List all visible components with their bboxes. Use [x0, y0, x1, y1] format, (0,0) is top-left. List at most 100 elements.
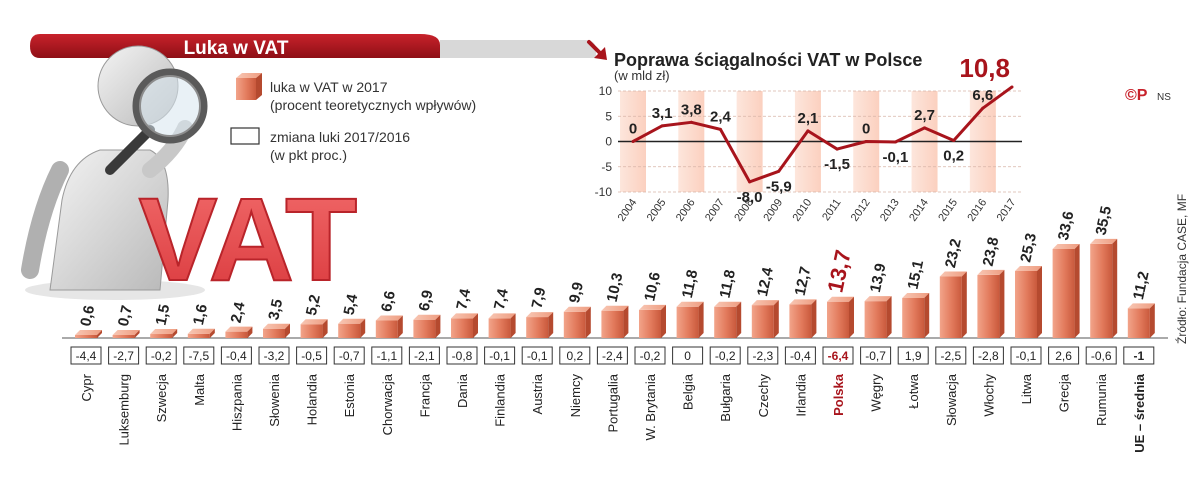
- legend-gap-sublabel: (procent teoretycznych wpływów): [270, 97, 476, 113]
- bar-value-label: 15,1: [904, 259, 927, 291]
- bar-value-label: 23,8: [980, 236, 1003, 268]
- bar-value-label: 25,3: [1017, 232, 1040, 264]
- category-label: Malta: [192, 373, 207, 406]
- bar-value-label: 9,9: [566, 281, 587, 305]
- bar-value-label: 12,7: [792, 265, 815, 297]
- bar: [1090, 238, 1118, 338]
- change-value-label: -0,1: [527, 349, 548, 363]
- bar: [714, 301, 742, 338]
- change-value-label: -4,4: [76, 349, 97, 363]
- change-box: [1048, 346, 1080, 365]
- category-label: Słowacja: [944, 373, 959, 426]
- change-value-label: -2,5: [940, 349, 961, 363]
- bar-value-label: 13,9: [867, 262, 890, 294]
- point-value-label: 0: [862, 121, 870, 138]
- line-chart-unit: (w mld zł): [614, 68, 670, 83]
- category-label: Łotwa: [906, 373, 921, 408]
- point-value-label: 2,7: [914, 107, 935, 124]
- change-value-label: 0,2: [566, 349, 583, 363]
- change-value-label: -3,2: [264, 349, 285, 363]
- category-label: Polska: [831, 373, 846, 416]
- change-value-label: -1,1: [376, 349, 397, 363]
- bar-value-label: 5,2: [303, 293, 324, 317]
- change-box: [296, 346, 328, 365]
- change-value-label: -0,2: [715, 349, 736, 363]
- series-point: [660, 124, 664, 128]
- legend-change-swatch: [230, 127, 260, 145]
- change-value-label: -0,6: [1091, 349, 1112, 363]
- x-tick-label: 2007: [703, 197, 727, 224]
- change-box: [408, 346, 440, 365]
- category-label: Hiszpania: [229, 373, 244, 431]
- y-tick-label: 0: [605, 135, 612, 149]
- bar-value-label: 12,4: [754, 265, 777, 298]
- change-value-label: -1: [1133, 349, 1144, 363]
- category-label: UE – średnia: [1132, 373, 1147, 453]
- change-box: [709, 346, 741, 365]
- x-tick-label: 2015: [936, 197, 960, 224]
- change-box: [446, 346, 478, 365]
- point-value-label: 10,8: [959, 53, 1010, 83]
- category-label: Litwa: [1019, 373, 1034, 404]
- bar: [902, 292, 930, 338]
- point-value-label: 0,2: [943, 147, 964, 164]
- change-value-label: -2,7: [113, 349, 134, 363]
- category-label: Luksemburg: [117, 374, 132, 446]
- series-point: [1010, 85, 1014, 89]
- bar-value-label: 11,8: [716, 268, 739, 299]
- y-tick-label: -5: [601, 160, 612, 174]
- change-box: [559, 346, 591, 365]
- bar: [263, 323, 290, 338]
- bar: [939, 271, 967, 338]
- magnifying-glass-icon: [132, 68, 208, 144]
- point-value-label: 2,1: [797, 110, 818, 127]
- copyright-badge: ©P NS: [1125, 87, 1171, 104]
- change-value-label: 0: [684, 349, 691, 363]
- bar: [413, 314, 441, 338]
- bar-value-label: 3,5: [265, 298, 286, 322]
- change-box: [183, 346, 215, 365]
- category-label: Belgia: [681, 373, 696, 410]
- change-box: [897, 346, 929, 365]
- x-tick-label: 2013: [878, 197, 902, 224]
- x-tick-label: 2011: [820, 197, 843, 223]
- change-value-label: -0,7: [865, 349, 886, 363]
- change-value-label: -0,1: [489, 349, 510, 363]
- change-value-label: -0,7: [339, 349, 360, 363]
- change-box: [747, 346, 779, 365]
- bar: [338, 318, 366, 338]
- change-box: [672, 346, 704, 365]
- y-tick-label: 5: [605, 109, 612, 123]
- line-chart-title: Poprawa ściągalności VAT w Polsce: [614, 50, 922, 70]
- bar: [225, 326, 253, 338]
- change-box: [860, 346, 892, 365]
- change-box: [1010, 346, 1042, 365]
- badge-symbols: ©P: [1125, 87, 1148, 104]
- bar: [563, 306, 591, 338]
- change-value-label: -7,5: [188, 349, 209, 363]
- bar: [526, 312, 554, 338]
- legend: luka w VAT w 2017 (procent teoretycznych…: [230, 73, 476, 163]
- change-box: [935, 346, 967, 365]
- series-point: [893, 140, 897, 144]
- bar: [676, 301, 704, 338]
- category-label: Węgry: [869, 374, 884, 412]
- bar-value-label: 5,4: [340, 292, 361, 317]
- bar: [1015, 265, 1042, 338]
- bar-value-label: 7,4: [453, 287, 474, 312]
- point-value-label: 3,8: [681, 101, 702, 118]
- category-label: Słowenia: [267, 373, 282, 427]
- change-box: [521, 346, 553, 365]
- change-box: [108, 346, 140, 365]
- change-value-label: -0,1: [1016, 349, 1037, 363]
- bar-value-label: 1,5: [152, 303, 173, 327]
- change-box: [220, 346, 252, 365]
- series-point: [835, 147, 839, 151]
- magnifier-figure-illustration: [21, 45, 208, 300]
- change-box: [1085, 346, 1117, 365]
- category-label: Estonia: [342, 373, 357, 417]
- change-box: [371, 346, 403, 365]
- bar-value-label: 0,7: [115, 304, 136, 328]
- series-point: [689, 120, 693, 124]
- category-label: Holandia: [305, 373, 320, 425]
